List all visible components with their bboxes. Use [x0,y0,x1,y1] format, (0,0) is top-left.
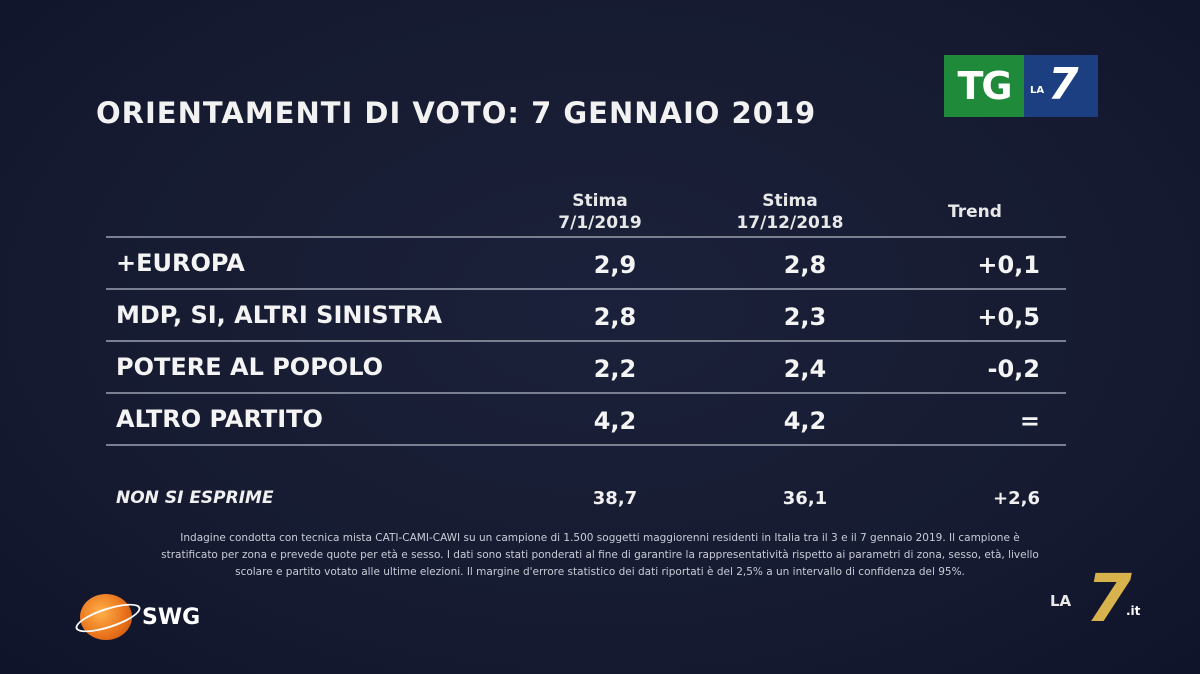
table-divider [106,236,1066,238]
row-label: +EUROPA [116,249,245,277]
cell-trend: +2,6 [900,488,1060,509]
cell-stima-2019: 4,2 [540,407,690,435]
cell-stima-2019: 2,2 [540,355,690,383]
cell-stima-2019: 2,9 [540,251,690,279]
row-label: ALTRO PARTITO [116,405,323,433]
seven-logo-text: 7 [1086,560,1132,637]
cell-stima-2018: 4,2 [730,407,880,435]
column-header-trend: Trend [920,201,1030,223]
note-line: Indagine condotta con tecnica mista CATI… [110,530,1090,547]
la7-it-logo: LA 7 .it [1050,568,1150,632]
cell-stima-2018: 2,4 [730,355,880,383]
it-logo-text: .it [1126,604,1140,618]
header-line2: 7/1/2019 [530,212,670,234]
column-header-stima-2018: Stima 17/12/2018 [710,190,870,234]
cell-stima-2019: 38,7 [540,488,690,509]
note-line: scolare e partito votato alle ultime ele… [110,564,1090,581]
header-line1: Trend [920,201,1030,223]
swg-logo-text: SWG [142,605,200,630]
cell-trend: +0,5 [900,303,1060,331]
column-header-stima-2019: Stima 7/1/2019 [530,190,670,234]
row-label: POTERE AL POPOLO [116,353,383,381]
cell-trend: -0,2 [900,355,1060,383]
la7-logo-block: LA 7 [1024,55,1098,117]
cell-stima-2018: 36,1 [730,488,880,509]
cell-trend: = [900,407,1060,435]
header-line1: Stima [530,190,670,212]
tg-logo-text: TG [944,55,1024,117]
note-line: stratificato per zona e prevede quote pe… [110,547,1090,564]
methodology-note: Indagine condotta con tecnica mista CATI… [110,530,1090,581]
seven-logo-text: 7 [1048,59,1079,110]
tg-la7-logo: TG LA 7 [944,55,1098,117]
page-title: ORIENTAMENTI DI VOTO: 7 GENNAIO 2019 [96,96,816,130]
table-divider [106,392,1066,394]
header-line2: 17/12/2018 [710,212,870,234]
swg-logo: SWG [80,594,200,640]
cell-stima-2018: 2,8 [730,251,880,279]
row-label: MDP, SI, ALTRI SINISTRA [116,301,442,329]
header-line1: Stima [710,190,870,212]
cell-stima-2019: 2,8 [540,303,690,331]
table-divider [106,444,1066,446]
table-divider [106,340,1066,342]
row-label: NON SI ESPRIME [116,488,274,508]
table-divider [106,288,1066,290]
cell-stima-2018: 2,3 [730,303,880,331]
la-logo-text: LA [1050,592,1071,610]
globe-icon [80,594,132,640]
la-logo-text: LA [1030,85,1044,96]
cell-trend: +0,1 [900,251,1060,279]
